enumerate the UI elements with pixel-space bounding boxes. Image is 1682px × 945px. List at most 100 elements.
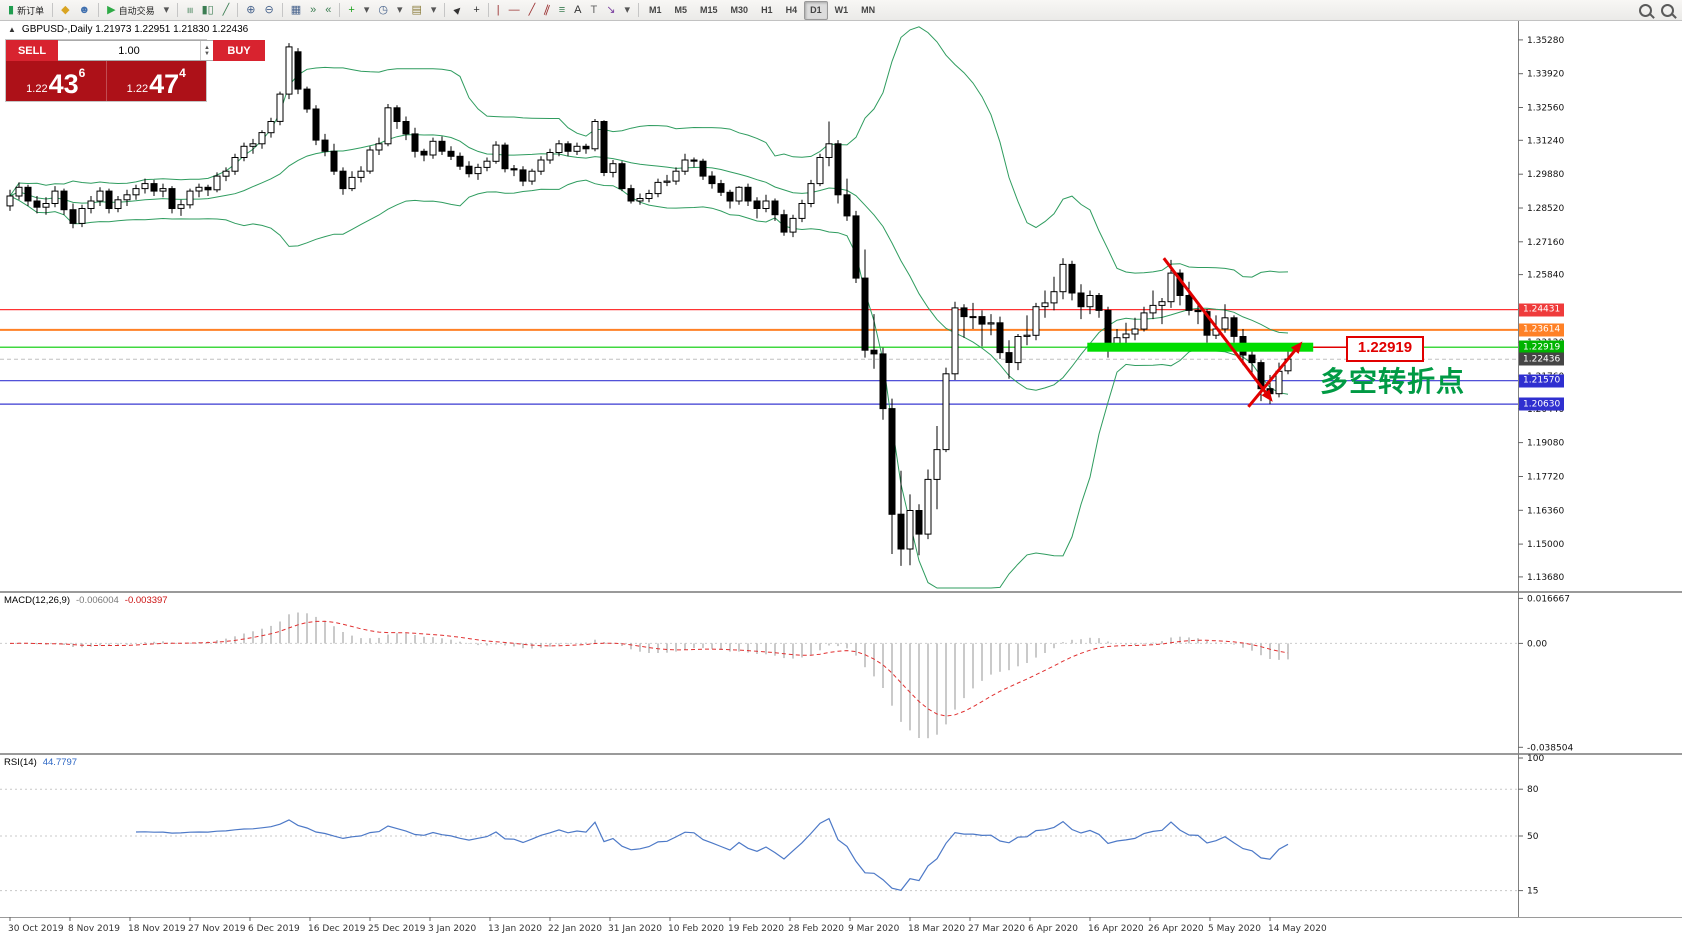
period-clock-icon-button[interactable]: ◷ <box>374 1 392 20</box>
shapes-dropdown[interactable]: ▾ <box>620 1 634 20</box>
svg-text:6 Dec 2019: 6 Dec 2019 <box>248 924 300 934</box>
svg-text:50: 50 <box>1527 832 1539 842</box>
toolbar-separator <box>487 3 489 17</box>
candlestick-chart-icon-button[interactable]: ▮▯ <box>198 1 218 20</box>
line-chart-icon-button[interactable]: ╱ <box>219 1 234 20</box>
auto-scroll-icon-button[interactable]: » <box>306 1 320 20</box>
timeframe-h4[interactable]: H4 <box>780 1 804 20</box>
buy-button[interactable]: BUY <box>213 40 265 61</box>
auto-trading-button[interactable]: ▶ 自动交易 <box>103 1 158 20</box>
arrows-icon: ↘ <box>606 3 616 16</box>
rsi-label: RSI(14) 44.7797 <box>4 757 77 768</box>
price-annotation-box[interactable]: 1.22919 <box>1346 336 1424 362</box>
svg-text:1.35280: 1.35280 <box>1527 36 1564 46</box>
symbol-search-icon-button[interactable] <box>1657 1 1678 20</box>
profiles-icon-button[interactable]: ◆ <box>57 1 73 20</box>
timeframe-h4-label: H4 <box>785 5 798 15</box>
timeframe-m5-label: M5 <box>674 5 688 15</box>
support-highlight-bar[interactable] <box>1087 342 1314 352</box>
sell-button[interactable]: SELL <box>6 40 58 61</box>
periods-dropdown: ▾ <box>396 3 403 16</box>
volume-input[interactable] <box>58 41 200 60</box>
toolbar-separator <box>98 3 100 17</box>
sell-price[interactable]: 1.22 43 6 <box>6 61 106 101</box>
label-icon-button[interactable]: T <box>587 1 602 20</box>
svg-text:14 May 2020: 14 May 2020 <box>1268 924 1327 934</box>
indicators-add-icon: + <box>348 3 355 16</box>
svg-text:22 Jan 2020: 22 Jan 2020 <box>548 924 602 934</box>
crosshair-icon-button[interactable]: + <box>469 1 483 20</box>
toolbar-separator <box>177 3 179 17</box>
horizontal-line-icon: — <box>508 3 520 16</box>
buy-price[interactable]: 1.22 47 4 <box>105 61 207 101</box>
timeframe-m1[interactable]: M1 <box>643 1 668 20</box>
timeframe-m5[interactable]: M5 <box>669 1 694 20</box>
candlestick-chart-icon: ▮▯ <box>201 3 214 16</box>
volume-down-icon[interactable]: ▼ <box>204 50 210 57</box>
templates-icon-button[interactable]: ▤ <box>408 1 426 20</box>
timeframe-w1[interactable]: W1 <box>829 1 855 20</box>
search-icon-button[interactable] <box>1635 1 1656 20</box>
chart-shift-icon-button[interactable]: « <box>321 1 335 20</box>
volume-up-icon[interactable]: ▲ <box>204 44 210 51</box>
line-chart-icon: ╱ <box>222 3 230 16</box>
new-order-button[interactable]: ▮ 新订单 <box>4 1 48 20</box>
templates-icon: ▤ <box>411 3 422 16</box>
arrows-icon-button[interactable]: ↘ <box>602 1 619 20</box>
channel-icon-button[interactable]: ∥ <box>540 1 554 20</box>
label-icon: T <box>590 3 598 16</box>
trendline-icon-button[interactable]: ╱ <box>525 1 540 20</box>
timeframe-m15-label: M15 <box>700 5 718 15</box>
auto-trading-dropdown[interactable]: ▾ <box>160 1 174 20</box>
date-axis[interactable]: 30 Oct 2019 8 Nov 2019 18 Nov 2019 27 Nov 2… <box>8 917 1327 934</box>
svg-text:27 Mar 2020: 27 Mar 2020 <box>968 924 1025 934</box>
price-axis[interactable]: 1.35280 1.33920 1.32560 1.31240 1.29880 1.285… <box>1518 36 1573 897</box>
text-icon: A <box>574 3 582 16</box>
macd-panel <box>0 612 1518 739</box>
indicators-add-icon-button[interactable]: + <box>344 1 358 20</box>
fibonacci-icon-button[interactable]: ≡ <box>555 1 569 20</box>
zoom-out-icon-button[interactable]: ⊖ <box>261 1 278 20</box>
timeframe-m30[interactable]: M30 <box>725 1 755 20</box>
toolbar: ▮ 新订单 ◆ ☻ ▶ 自动交易 ▾ ≡ ▮▯ ╱ ⊕ ⊖ ▦ » « + ▾ ◷ ▾ ▤ ▾ ► + | — ╱ ∥ ≡ A T ↘ ▾ M1… <box>0 0 1682 21</box>
templates-dropdown[interactable]: ▾ <box>427 1 441 20</box>
collapse-one-click-icon[interactable]: ▲ <box>8 25 16 34</box>
timeframe-d1[interactable]: D1 <box>804 0 828 20</box>
annotation-arrows[interactable] <box>1162 257 1346 408</box>
toolbar-separator <box>444 3 446 17</box>
indicators-dropdown[interactable]: ▾ <box>360 1 374 20</box>
bar-chart-icon-button[interactable]: ≡ <box>182 1 196 20</box>
toolbar-separator <box>638 3 639 17</box>
indicators-dropdown: ▾ <box>363 3 370 16</box>
timeframe-h1[interactable]: H1 <box>755 1 779 20</box>
svg-text:6 Apr 2020: 6 Apr 2020 <box>1028 924 1078 934</box>
fibonacci-icon: ≡ <box>558 3 566 16</box>
period-clock-icon: ◷ <box>378 3 388 16</box>
text-icon-button[interactable]: A <box>570 1 585 20</box>
svg-text:3 Jan 2020: 3 Jan 2020 <box>428 924 476 934</box>
svg-text:28 Feb 2020: 28 Feb 2020 <box>788 924 844 934</box>
cursor-icon: ► <box>450 1 467 18</box>
zoom-in-icon-button[interactable]: ⊕ <box>242 1 259 20</box>
tile-windows-icon-button[interactable]: ▦ <box>287 1 305 20</box>
svg-text:31 Jan 2020: 31 Jan 2020 <box>608 924 662 934</box>
svg-text:9 Mar 2020: 9 Mar 2020 <box>848 924 900 934</box>
svg-text:1.29880: 1.29880 <box>1527 170 1564 180</box>
timeframe-m15[interactable]: M15 <box>694 1 724 20</box>
timeframe-m1-label: M1 <box>649 5 662 15</box>
zoom-in-icon: ⊕ <box>246 3 256 16</box>
horizontal-line-icon-button[interactable]: — <box>505 1 524 20</box>
price-tag-1.24431: 1.24431 <box>1519 303 1565 317</box>
svg-text:1.13680: 1.13680 <box>1527 573 1564 583</box>
vertical-line-icon-button[interactable]: | <box>493 1 504 20</box>
timeframe-w1-label: W1 <box>834 5 849 15</box>
periods-dropdown[interactable]: ▾ <box>393 1 407 20</box>
sell-price-big: 43 <box>48 69 79 99</box>
cursor-icon-button[interactable]: ► <box>449 1 468 20</box>
svg-text:18 Nov 2019: 18 Nov 2019 <box>128 924 186 934</box>
tile-windows-icon: ▦ <box>290 3 302 16</box>
timeframe-h1-label: H1 <box>761 5 773 15</box>
timeframe-mn[interactable]: MN <box>855 1 881 20</box>
mql5-community-icon-button[interactable]: ☻ <box>75 1 95 20</box>
